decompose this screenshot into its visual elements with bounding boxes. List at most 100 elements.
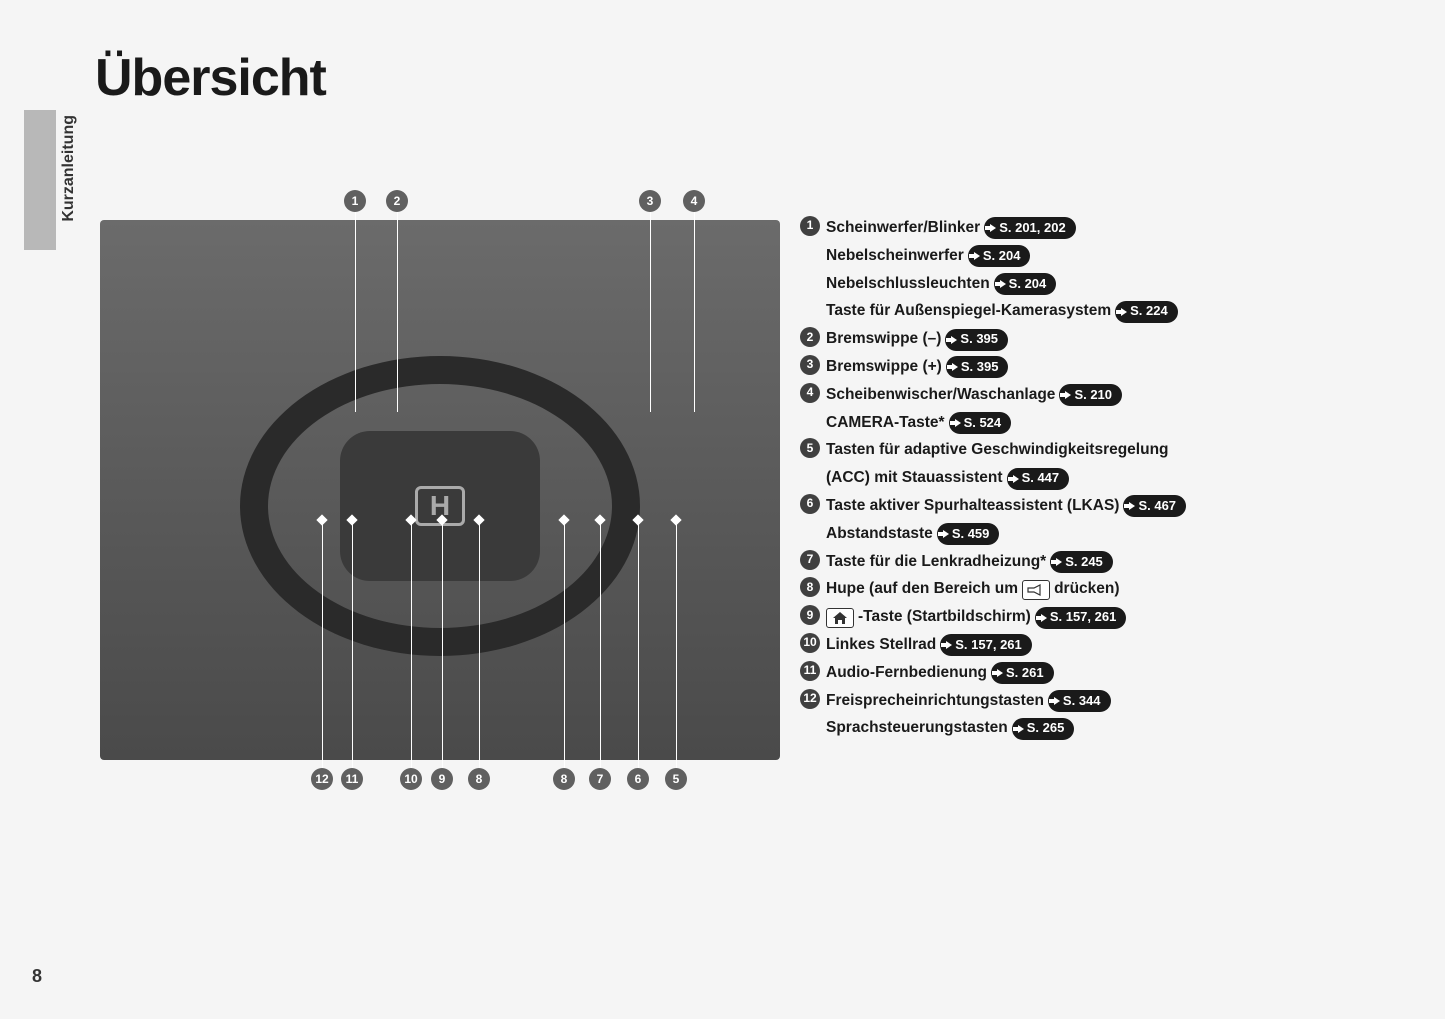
arrow-right-icon (1056, 558, 1062, 566)
page-reference-text: S. 201, 202 (999, 218, 1066, 239)
arrow-right-icon (1018, 725, 1024, 733)
steering-wheel-diagram: H 1234 121110988765 (100, 220, 780, 760)
legend-item-3: 3 Bremswippe (+)S. 395 (800, 355, 1410, 380)
manual-page: Kurzanleitung Übersicht H 1234 121110988… (0, 0, 1445, 1019)
callout-line (355, 212, 356, 412)
callout-line (397, 212, 398, 412)
page-reference-text: S. 157, 261 (955, 635, 1022, 656)
legend-item-7: 7 Taste für die Lenkradheizung* S. 245 (800, 550, 1410, 575)
callout-endpoint (670, 514, 681, 525)
arrow-right-icon (1065, 391, 1071, 399)
callout-line (564, 520, 565, 768)
legend-item-4: 4 Scheibenwischer/Waschanlage S. 210 (800, 383, 1410, 408)
page-reference-badge: S. 157, 261 (1035, 607, 1127, 629)
legend-text: Audio-Fernbedienung (826, 661, 987, 686)
legend-number-badge: 6 (800, 494, 820, 514)
callout-marker-5: 5 (665, 768, 687, 790)
arrow-right-icon (1129, 502, 1135, 510)
legend-number-badge: 7 (800, 550, 820, 570)
page-reference-badge: S. 204 (994, 273, 1057, 295)
page-reference-badge: S. 344 (1048, 690, 1111, 712)
page-reference-text: S. 157, 261 (1050, 607, 1117, 628)
page-reference-text: S. 204 (983, 246, 1021, 267)
legend-text: Bremswippe (–) (826, 327, 941, 352)
callout-line (650, 212, 651, 412)
callout-marker-7: 7 (589, 768, 611, 790)
page-reference-text: S. 467 (1138, 496, 1176, 517)
page-reference-badge: S. 447 (1007, 468, 1070, 490)
arrow-right-icon (952, 363, 958, 371)
page-reference-text: S. 261 (1006, 663, 1044, 684)
callout-marker-3: 3 (639, 190, 661, 212)
legend-text: -Taste (Startbildschirm) (858, 605, 1031, 630)
legend-number-badge: 10 (800, 633, 820, 653)
arrow-right-icon (1041, 614, 1047, 622)
page-reference-badge: S. 224 (1115, 301, 1178, 323)
legend-number-badge: 9 (800, 605, 820, 625)
home-icon (826, 608, 854, 628)
section-tab (24, 110, 56, 250)
section-label: Kurzanleitung (60, 115, 78, 222)
callout-line (442, 520, 443, 768)
page-reference-badge: S. 201, 202 (984, 217, 1076, 239)
arrow-right-icon (1013, 475, 1019, 483)
legend-text: Bremswippe (+) (826, 355, 942, 380)
page-reference-badge: S. 467 (1123, 495, 1186, 517)
callout-line (411, 520, 412, 768)
page-reference-text: S. 210 (1074, 385, 1112, 406)
legend-text: Freisprecheinrichtungstasten (826, 689, 1044, 714)
legend-text: Taste für die Lenkradheizung* (826, 550, 1046, 575)
arrow-right-icon (1000, 280, 1006, 288)
legend-item-4: CAMERA-Taste*S. 524 (800, 411, 1410, 436)
legend-number-badge: 12 (800, 689, 820, 709)
callout-marker-4: 4 (683, 190, 705, 212)
page-reference-text: S. 524 (964, 413, 1002, 434)
arrow-right-icon (955, 419, 961, 427)
page-reference-badge: S. 395 (946, 356, 1009, 378)
legend-number-badge: 4 (800, 383, 820, 403)
page-reference-badge: S. 395 (945, 329, 1008, 351)
page-reference-text: S. 245 (1065, 552, 1103, 573)
legend-text: Taste für Außenspiegel-Kamerasystem (826, 299, 1111, 324)
legend-item-11: 11Audio-FernbedienungS. 261 (800, 661, 1410, 686)
legend-item-12: SprachsteuerungstastenS. 265 (800, 716, 1410, 741)
callout-marker-2: 2 (386, 190, 408, 212)
legend-text: Linkes Stellrad (826, 633, 936, 658)
legend-text: Hupe (auf den Bereich um (826, 577, 1018, 602)
legend-number-badge: 3 (800, 355, 820, 375)
callout-line (676, 520, 677, 768)
legend-item-5: (ACC) mit StauassistentS. 447 (800, 466, 1410, 491)
legend-number-badge: 2 (800, 327, 820, 347)
legend-item-8: 8 Hupe (auf den Bereich um drücken) (800, 577, 1410, 602)
arrow-right-icon (943, 530, 949, 538)
legend-item-6: 6 Taste aktiver Spurhalteassistent (LKAS)… (800, 494, 1410, 519)
arrow-right-icon (946, 641, 952, 649)
callout-marker-10: 10 (400, 768, 422, 790)
legend-item-9: 9 -Taste (Startbildschirm) S. 157, 261 (800, 605, 1410, 630)
legend-text: Sprachsteuerungstasten (826, 716, 1008, 741)
page-reference-badge: S. 265 (1012, 718, 1075, 740)
page-title: Übersicht (95, 48, 326, 108)
legend-number-badge: 5 (800, 438, 820, 458)
callout-line (322, 520, 323, 768)
page-reference-text: S. 224 (1130, 301, 1168, 322)
legend-text: Taste aktiver Spurhalteassistent (LKAS) (826, 494, 1119, 519)
legend-number-badge: 8 (800, 577, 820, 597)
legend-item-2: 2 Bremswippe (–)S. 395 (800, 327, 1410, 352)
callout-marker-6: 6 (627, 768, 649, 790)
arrow-right-icon (951, 336, 957, 344)
legend-number-badge: 1 (800, 216, 820, 236)
page-reference-text: S. 447 (1022, 468, 1060, 489)
page-reference-badge: S. 204 (968, 245, 1031, 267)
legend-text: Scheibenwischer/Waschanlage (826, 383, 1055, 408)
legend-item-1: NebelschlussleuchtenS. 204 (800, 272, 1410, 297)
arrow-right-icon (974, 252, 980, 260)
legend-item-1: Taste für Außenspiegel-Kamerasystem S. 22… (800, 299, 1410, 324)
legend-item-10: 10 Linkes Stellrad S. 157, 261 (800, 633, 1410, 658)
arrow-right-icon (1121, 308, 1127, 316)
legend-text: Nebelschlussleuchten (826, 272, 990, 297)
arrow-right-icon (1054, 697, 1060, 705)
arrow-right-icon (990, 224, 996, 232)
page-reference-text: S. 344 (1063, 691, 1101, 712)
legend-text: drücken) (1054, 577, 1119, 602)
